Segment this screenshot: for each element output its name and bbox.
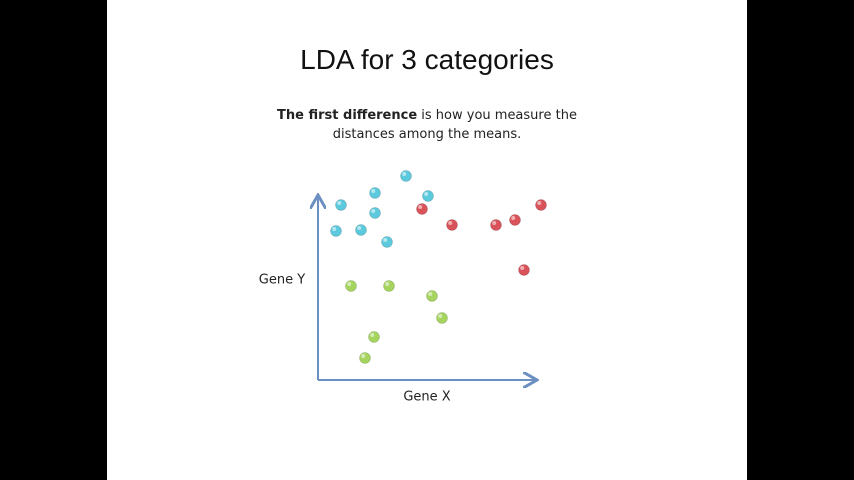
point-highlight xyxy=(537,201,542,205)
point-highlight xyxy=(511,216,516,220)
point xyxy=(518,264,530,276)
point xyxy=(369,187,381,199)
point xyxy=(422,190,434,202)
subtitle-text: is how you measure the distances among t… xyxy=(332,108,577,142)
y-axis-label: Gene Y xyxy=(259,273,305,288)
point-highlight xyxy=(347,282,352,286)
title: LDA for 3 categories xyxy=(300,44,554,75)
point xyxy=(490,219,502,231)
point xyxy=(436,312,448,324)
x-axis-label: Gene X xyxy=(403,390,450,405)
point xyxy=(535,199,547,211)
point xyxy=(509,214,521,226)
point-highlight xyxy=(361,354,366,358)
point-highlight xyxy=(337,201,342,205)
point-highlight xyxy=(438,314,443,318)
point xyxy=(345,280,357,292)
point-highlight xyxy=(428,292,433,296)
point xyxy=(330,225,342,237)
point-highlight xyxy=(332,227,337,231)
point-highlight xyxy=(370,333,375,337)
point xyxy=(446,219,458,231)
point xyxy=(335,199,347,211)
point xyxy=(355,224,367,236)
point xyxy=(416,203,428,215)
point-highlight xyxy=(520,266,525,270)
point-highlight xyxy=(402,172,407,176)
subtitle: The first difference is how you measure … xyxy=(277,106,577,144)
subtitle-bold: The first difference xyxy=(277,108,418,123)
point xyxy=(400,170,412,182)
point-highlight xyxy=(357,226,362,230)
point-highlight xyxy=(418,205,423,209)
point-highlight xyxy=(383,238,388,242)
point xyxy=(369,207,381,219)
point xyxy=(383,280,395,292)
point xyxy=(426,290,438,302)
point xyxy=(381,236,393,248)
point-highlight xyxy=(492,221,497,225)
chart: Gene Y Gene X xyxy=(259,170,547,405)
point-highlight xyxy=(385,282,390,286)
point-highlight xyxy=(371,189,376,193)
point-highlight xyxy=(424,192,429,196)
point xyxy=(359,352,371,364)
point-highlight xyxy=(371,209,376,213)
point-highlight xyxy=(448,221,453,225)
slide: LDA for 3 categories The first differenc… xyxy=(107,0,747,480)
point xyxy=(368,331,380,343)
